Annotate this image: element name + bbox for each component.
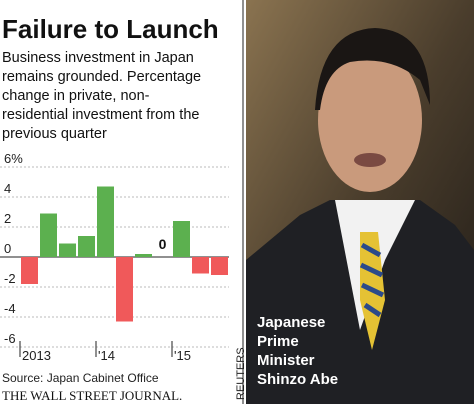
value-label: 0 (159, 236, 167, 252)
bar (59, 243, 76, 257)
y-tick-label: 4 (4, 181, 11, 196)
bar (135, 254, 152, 257)
bar (97, 186, 114, 257)
subtitle-line: Business investment in Japan (2, 50, 194, 66)
y-tick-label: -4 (4, 301, 16, 316)
photo-caption: Shinzo Abe (257, 371, 338, 388)
y-tick-label: -2 (4, 271, 16, 286)
bar (211, 257, 228, 275)
photo-credit: REUTERS (235, 347, 247, 400)
subtitle-line: remains grounded. Percentage (2, 69, 201, 85)
subtitle-line: change in private, non- (2, 88, 150, 104)
bar (192, 257, 209, 274)
subtitle-line: previous quarter (2, 126, 107, 142)
y-tick-label: -6 (4, 331, 16, 346)
bar (173, 221, 190, 257)
bar (21, 257, 38, 284)
source: Source: Japan Cabinet Office (2, 371, 159, 385)
photo-caption: Japanese (257, 314, 325, 331)
x-tick-label: '15 (174, 348, 191, 363)
x-tick-label: '14 (98, 348, 115, 363)
y-tick-label: 6% (4, 151, 23, 166)
photo-caption: Prime (257, 333, 299, 350)
publisher: THE WALL STREET JOURNAL. (2, 388, 182, 403)
bar (78, 236, 95, 257)
bar (116, 257, 133, 322)
y-tick-label: 2 (4, 211, 11, 226)
y-tick-label: 0 (4, 241, 11, 256)
photo (246, 0, 474, 404)
bar (40, 213, 57, 257)
photo-caption: Minister (257, 352, 315, 369)
x-tick-label: 2013 (22, 348, 51, 363)
chart-title: Failure to Launch (2, 14, 219, 44)
subtitle-line: residential investment from the (2, 107, 199, 123)
